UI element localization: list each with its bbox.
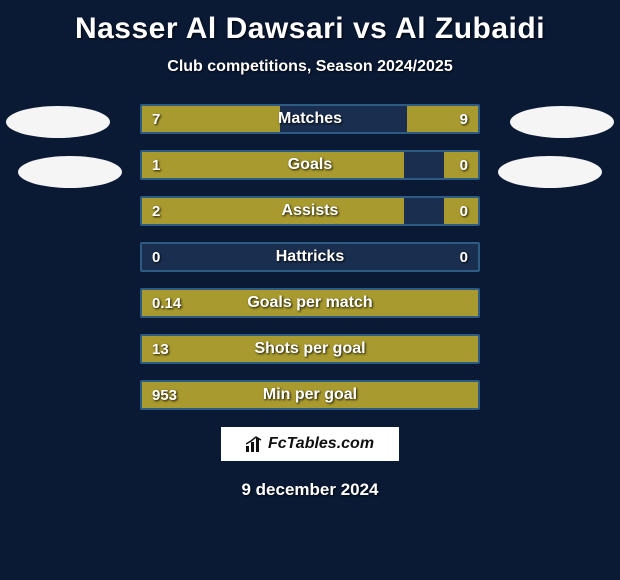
stat-value-right: 9 [450,106,478,132]
subtitle: Club competitions, Season 2024/2025 [0,58,620,76]
stat-value-left: 0.14 [142,290,191,316]
stat-value-right [458,290,478,316]
stat-value-left: 2 [142,198,170,224]
comparison-chart: Matches79Goals10Assists20Hattricks00Goal… [0,104,620,410]
stat-row: Min per goal953 [140,380,480,410]
date-text: 9 december 2024 [0,480,620,500]
branding-text: FcTables.com [268,435,374,453]
stat-value-right [458,382,478,408]
page-title: Nasser Al Dawsari vs Al Zubaidi [0,0,620,46]
stat-row: Matches7 9 [140,104,480,134]
stat-label: Assists [142,198,478,224]
chart-icon [246,436,264,452]
stat-row: Goals1 0 [140,150,480,180]
stat-row: Assists2 0 [140,196,480,226]
player-right-avatar-1 [510,106,614,138]
stat-value-left: 13 [142,336,179,362]
stat-label: Shots per goal [142,336,478,362]
branding-badge: FcTables.com [220,426,400,462]
stat-value-left: 7 [142,106,170,132]
stat-label: Goals [142,152,478,178]
stat-label: Hattricks [142,244,478,270]
stat-value-left: 1 [142,152,170,178]
stat-value-right: 0 [450,244,478,270]
player-left-avatar-2 [18,156,122,188]
stat-value-right: 0 [450,198,478,224]
stat-label: Matches [142,106,478,132]
player-right-avatar-2 [498,156,602,188]
stat-row: Hattricks0 0 [140,242,480,272]
stat-value-left: 953 [142,382,187,408]
stat-value-left: 0 [142,244,170,270]
stat-row: Shots per goal13 [140,334,480,364]
stat-value-right: 0 [450,152,478,178]
player-left-avatar-1 [6,106,110,138]
comparison-rows: Matches79Goals10Assists20Hattricks00Goal… [140,104,480,410]
stat-label: Goals per match [142,290,478,316]
stat-label: Min per goal [142,382,478,408]
stat-row: Goals per match0.14 [140,288,480,318]
stat-value-right [458,336,478,362]
